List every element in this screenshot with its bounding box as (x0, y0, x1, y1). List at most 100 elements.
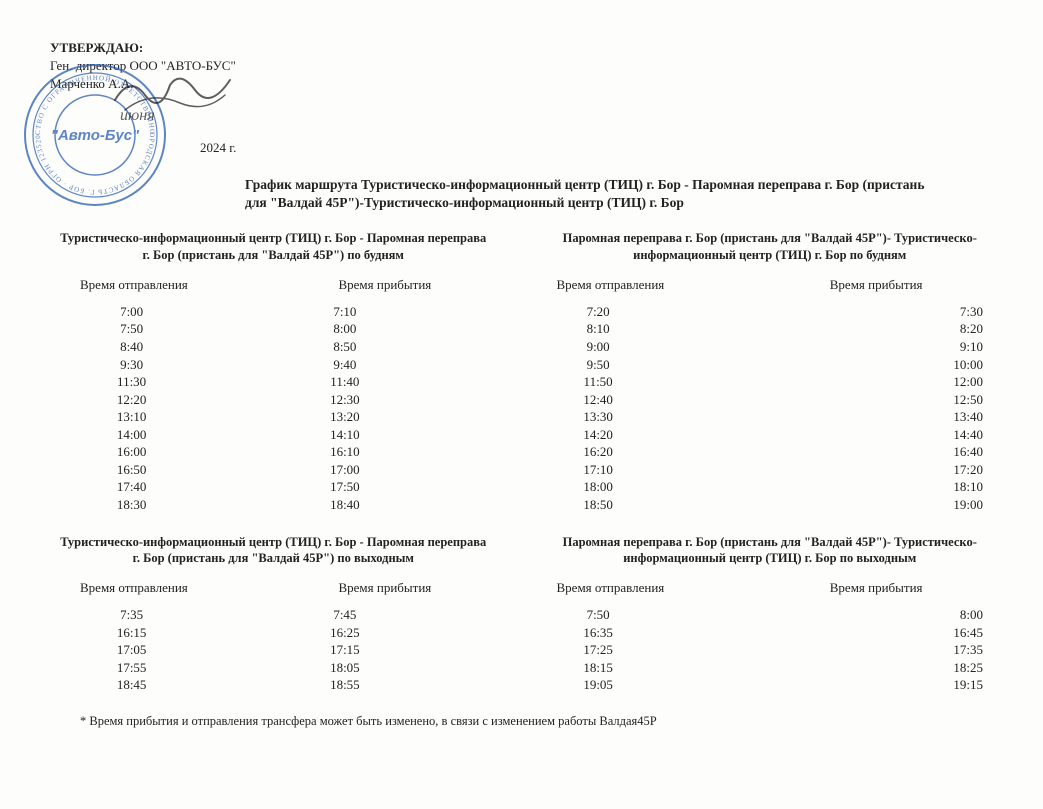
time-cell: 7:50 (50, 320, 273, 338)
time-cell: 9:50 (547, 356, 770, 374)
time-cell: 7:20 (547, 303, 770, 321)
arrival-column: Время прибытия 7:108:008:509:4011:4012:30… (273, 277, 496, 514)
time-cell: 19:15 (770, 676, 993, 694)
column-header-arrival: Время прибытия (273, 277, 496, 293)
time-cell: 7:50 (547, 606, 770, 624)
time-cell: 16:15 (50, 624, 273, 642)
sections-container: Туристическо-информационный центр (ТИЦ) … (50, 230, 993, 693)
svg-text:"Авто-Бус": "Авто-Бус" (51, 127, 140, 144)
table-block: Туристическо-информационный центр (ТИЦ) … (50, 534, 497, 694)
time-cell: 18:55 (273, 676, 496, 694)
time-cell: 16:40 (770, 443, 993, 461)
time-cell: 18:05 (273, 659, 496, 677)
tables-row: Туристическо-информационный центр (ТИЦ) … (50, 534, 993, 694)
time-cell: 12:30 (273, 391, 496, 409)
time-cell: 16:35 (547, 624, 770, 642)
time-cell: 17:35 (770, 641, 993, 659)
time-cell: 11:50 (547, 373, 770, 391)
time-cell: 17:15 (273, 641, 496, 659)
time-cell: 18:50 (547, 496, 770, 514)
time-cell: 12:40 (547, 391, 770, 409)
time-cell: 8:10 (547, 320, 770, 338)
table-heading: Паромная переправа г. Бор (пристань для … (547, 534, 994, 567)
table-block: Паромная переправа г. Бор (пристань для … (547, 230, 994, 513)
time-cell: 18:40 (273, 496, 496, 514)
time-cell: 8:00 (273, 320, 496, 338)
time-cell: 13:30 (547, 408, 770, 426)
time-cell: 9:00 (547, 338, 770, 356)
time-cell: 8:20 (770, 320, 993, 338)
time-cell: 8:50 (273, 338, 496, 356)
time-cell: 9:10 (770, 338, 993, 356)
time-cell: 13:40 (770, 408, 993, 426)
time-cell: 16:50 (50, 461, 273, 479)
table-block: Туристическо-информационный центр (ТИЦ) … (50, 230, 497, 513)
time-cell: 7:45 (273, 606, 496, 624)
time-cell: 17:50 (273, 478, 496, 496)
time-cell: 18:15 (547, 659, 770, 677)
time-cell: 8:00 (770, 606, 993, 624)
time-cell: 11:40 (273, 373, 496, 391)
time-cell: 7:35 (50, 606, 273, 624)
schedule-table: Время отправления 7:3516:1517:0517:5518:4… (50, 580, 497, 694)
time-cell: 16:10 (273, 443, 496, 461)
schedule-table: Время отправления 7:208:109:009:5011:5012… (547, 277, 994, 514)
time-cell: 17:05 (50, 641, 273, 659)
signature-icon: июня (110, 65, 240, 125)
time-cell: 7:30 (770, 303, 993, 321)
time-cell: 13:20 (273, 408, 496, 426)
time-cell: 11:30 (50, 373, 273, 391)
time-cell: 14:10 (273, 426, 496, 444)
time-cell: 14:40 (770, 426, 993, 444)
time-cell: 14:00 (50, 426, 273, 444)
time-cell: 17:00 (273, 461, 496, 479)
time-cell: 17:20 (770, 461, 993, 479)
time-cell: 7:00 (50, 303, 273, 321)
time-cell: 17:10 (547, 461, 770, 479)
time-cell: 8:40 (50, 338, 273, 356)
time-cell: 17:40 (50, 478, 273, 496)
schedule-table: Время отправления 7:007:508:409:3011:3012… (50, 277, 497, 514)
table-heading: Туристическо-информационный центр (ТИЦ) … (50, 534, 497, 567)
time-cell: 19:05 (547, 676, 770, 694)
approval-title: УТВЕРЖДАЮ: (50, 40, 993, 56)
time-cell: 9:30 (50, 356, 273, 374)
arrival-column: Время прибытия 8:0016:4517:3518:2519:15 (770, 580, 993, 694)
departure-column: Время отправления 7:3516:1517:0517:5518:4… (50, 580, 273, 694)
tables-row: Туристическо-информационный центр (ТИЦ) … (50, 230, 993, 513)
time-cell: 12:00 (770, 373, 993, 391)
time-cell: 18:45 (50, 676, 273, 694)
time-cell: 17:25 (547, 641, 770, 659)
time-cell: 16:20 (547, 443, 770, 461)
time-cell: 18:30 (50, 496, 273, 514)
footnote: * Время прибытия и отправления трансфера… (80, 714, 993, 729)
departure-column: Время отправления 7:208:109:009:5011:5012… (547, 277, 770, 514)
departure-column: Время отправления 7:007:508:409:3011:3012… (50, 277, 273, 514)
time-cell: 17:55 (50, 659, 273, 677)
time-cell: 14:20 (547, 426, 770, 444)
column-header-arrival: Время прибытия (770, 580, 993, 596)
svg-text:июня: июня (120, 107, 155, 124)
time-cell: 18:25 (770, 659, 993, 677)
time-cell: 19:00 (770, 496, 993, 514)
schedule-table: Время отправления 7:5016:3517:2518:1519:0… (547, 580, 994, 694)
column-header-departure: Время отправления (547, 277, 770, 293)
time-cell: 9:40 (273, 356, 496, 374)
column-header-departure: Время отправления (547, 580, 770, 596)
column-header-departure: Время отправления (50, 580, 273, 596)
column-header-arrival: Время прибытия (770, 277, 993, 293)
column-header-departure: Время отправления (50, 277, 273, 293)
time-cell: 16:45 (770, 624, 993, 642)
table-heading: Туристическо-информационный центр (ТИЦ) … (50, 230, 497, 263)
approval-date: 2024 г. (200, 140, 993, 156)
time-cell: 12:20 (50, 391, 273, 409)
departure-column: Время отправления 7:5016:3517:2518:1519:0… (547, 580, 770, 694)
time-cell: 10:00 (770, 356, 993, 374)
time-cell: 7:10 (273, 303, 496, 321)
table-heading: Паромная переправа г. Бор (пристань для … (547, 230, 994, 263)
time-cell: 13:10 (50, 408, 273, 426)
time-cell: 18:00 (547, 478, 770, 496)
arrival-column: Время прибытия7:308:209:1010:0012:0012:5… (770, 277, 993, 514)
approval-block: УТВЕРЖДАЮ: Ген. директор ООО "АВТО-БУС" … (50, 40, 993, 156)
column-header-arrival: Время прибытия (273, 580, 496, 596)
